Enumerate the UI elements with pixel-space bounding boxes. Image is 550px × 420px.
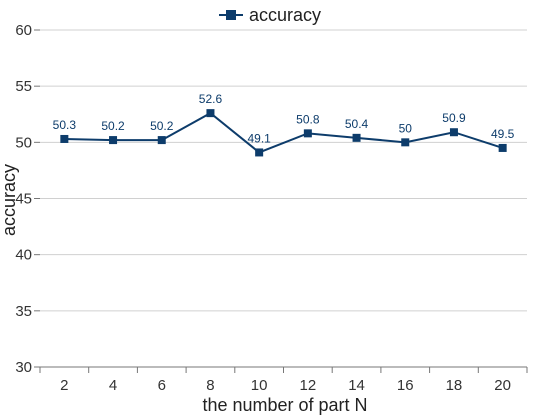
data-point-marker (449, 128, 458, 137)
data-point-marker (352, 133, 361, 142)
series-accuracy (60, 109, 507, 157)
data-label: 49.1 (247, 131, 271, 145)
data-label: 50.8 (296, 112, 320, 126)
data-label: 50 (399, 121, 413, 135)
y-tick-label: 45 (15, 191, 32, 208)
legend-label: accuracy (249, 5, 321, 25)
x-tick-label: 20 (494, 377, 511, 394)
x-tick-label: 14 (348, 377, 365, 394)
x-tick-label: 12 (300, 377, 317, 394)
data-label: 50.3 (53, 118, 77, 132)
data-point-marker (255, 148, 264, 157)
y-tick-label: 40 (15, 247, 32, 264)
data-label: 50.2 (150, 119, 174, 133)
legend-marker-icon (226, 10, 236, 20)
data-label: 50.2 (101, 119, 125, 133)
data-labels: 50.3 50.2 50.2 52.6 49.1 50.8 50.4 50 50.9 49.5 (53, 92, 515, 145)
y-tick-label: 30 (15, 359, 32, 376)
data-point-marker (206, 109, 215, 118)
x-tick-label: 6 (158, 377, 166, 394)
data-label: 52.6 (199, 92, 223, 106)
data-label: 49.5 (491, 127, 515, 141)
data-point-marker (109, 136, 118, 145)
data-label: 50.4 (345, 117, 369, 131)
data-point-marker (303, 129, 312, 138)
data-point-marker (401, 138, 410, 147)
x-tick-label: 10 (251, 377, 268, 394)
x-tick-label: 16 (397, 377, 414, 394)
legend: accuracy (219, 5, 321, 25)
x-tick-label: 8 (206, 377, 214, 394)
data-point-marker (498, 143, 507, 152)
y-tick-label: 35 (15, 303, 32, 320)
x-axis-ticks: 2 4 6 8 10 12 14 16 18 20 (39, 367, 528, 394)
y-axis-title: accuracy (0, 164, 19, 236)
gridlines (40, 29, 527, 368)
x-tick-label: 4 (109, 377, 117, 394)
data-label: 50.9 (442, 111, 466, 125)
x-tick-label: 2 (60, 377, 68, 394)
data-point-marker (60, 134, 69, 143)
y-tick-label: 50 (15, 134, 32, 151)
series-line-accuracy (64, 111, 503, 154)
x-tick-label: 18 (446, 377, 463, 394)
y-axis-ticks: 30 35 40 45 50 55 60 (15, 22, 40, 376)
y-tick-label: 60 (15, 22, 32, 39)
data-point-marker (157, 136, 166, 145)
x-axis-title: the number of part N (202, 395, 367, 415)
y-tick-label: 55 (15, 78, 32, 95)
